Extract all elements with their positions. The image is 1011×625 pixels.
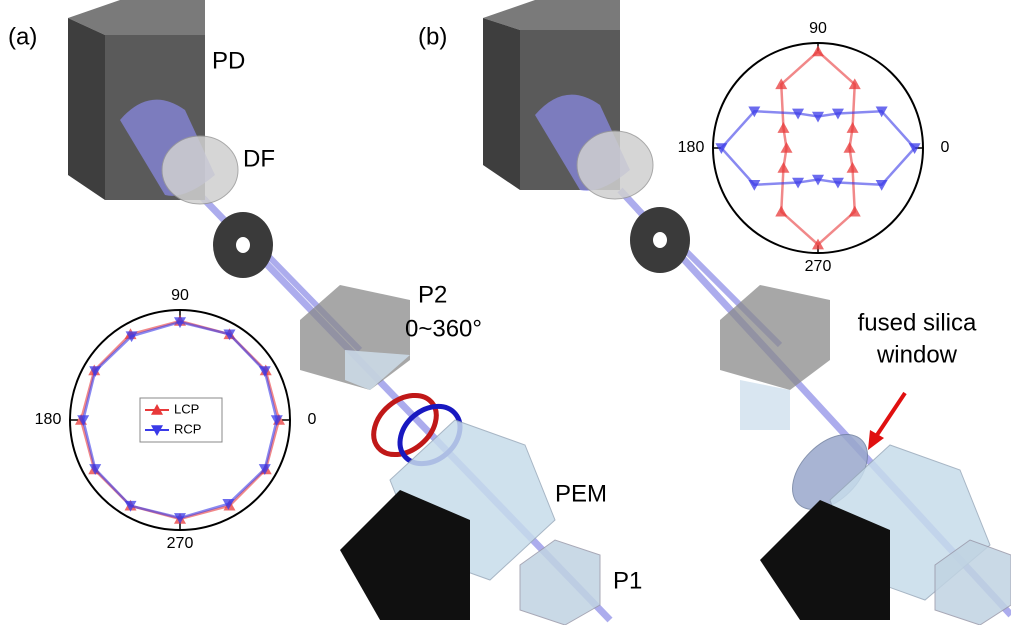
- theta-tick-label: 270: [167, 535, 194, 552]
- label-p2-range: 0~360°: [405, 315, 482, 342]
- theta-tick-label: 0: [308, 411, 317, 428]
- theta-tick-label: 270: [805, 258, 832, 275]
- polar-bg: [713, 43, 923, 253]
- label-pd: PD: [212, 47, 245, 74]
- theta-tick-label: 90: [809, 20, 827, 37]
- theta-tick-label: 90: [171, 287, 189, 304]
- theta-tick-label: 180: [678, 139, 705, 156]
- panel-label: (b): [418, 23, 447, 50]
- figure: (a) (b) PD DF P2 0~360° PEM P1 fused sil…: [0, 0, 1011, 625]
- legend-label: LCP: [174, 401, 199, 416]
- label-pem: PEM: [555, 480, 607, 507]
- label-window: fused silica: [858, 309, 977, 336]
- legend-label: RCP: [174, 421, 201, 436]
- theta-tick-label: 0: [941, 139, 950, 156]
- label-window: window: [876, 341, 958, 368]
- theta-tick-label: 180: [35, 411, 62, 428]
- label-p2: P2: [418, 281, 447, 308]
- label-df: DF: [243, 145, 275, 172]
- label-p1: P1: [613, 567, 642, 594]
- panel-label: (a): [8, 23, 37, 50]
